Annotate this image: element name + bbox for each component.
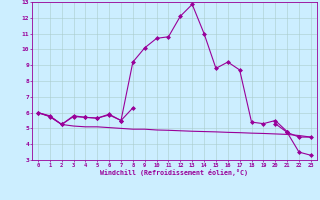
X-axis label: Windchill (Refroidissement éolien,°C): Windchill (Refroidissement éolien,°C) <box>100 169 248 176</box>
